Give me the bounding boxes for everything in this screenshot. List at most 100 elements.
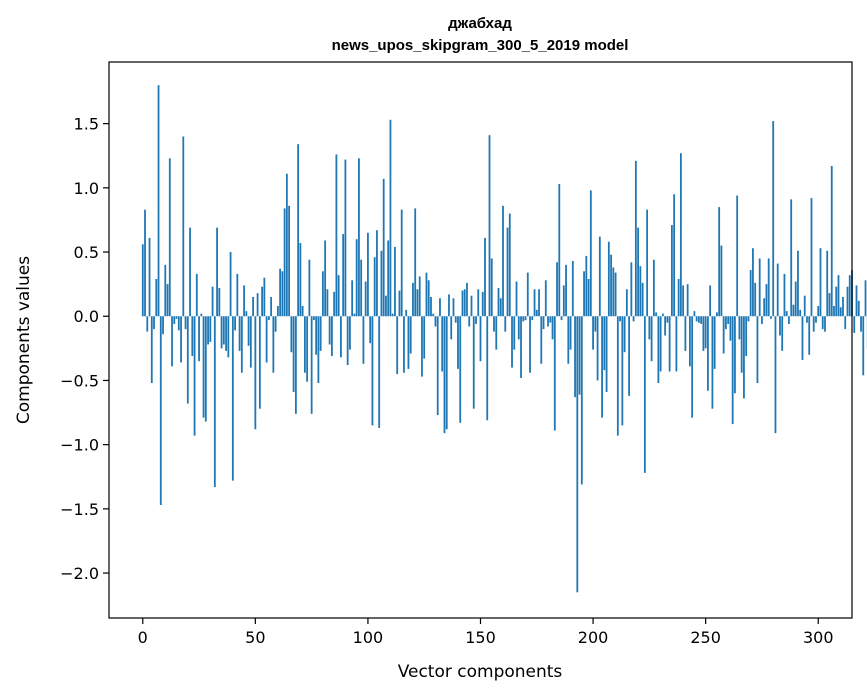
bar-195 xyxy=(580,316,583,485)
bar-36 xyxy=(222,316,225,345)
bar-21 xyxy=(189,227,191,317)
bar-135 xyxy=(445,316,448,430)
bar-128 xyxy=(430,296,432,317)
bar-216 xyxy=(628,316,630,396)
bar-104 xyxy=(376,230,378,317)
bar-112 xyxy=(394,246,396,317)
x-axis: 0 50 100 150 200 250 300 xyxy=(138,618,834,647)
bar-168 xyxy=(520,316,522,378)
bar-277 xyxy=(765,284,768,317)
bar-265 xyxy=(738,316,741,340)
bar-142 xyxy=(461,290,464,317)
bar-233 xyxy=(666,316,669,323)
bar-316 xyxy=(853,316,856,333)
bar-20 xyxy=(186,316,189,404)
bar-254 xyxy=(713,316,716,369)
bar-307 xyxy=(833,305,835,317)
y-tick-label: 1.5 xyxy=(74,115,99,134)
bar-27 xyxy=(202,316,205,418)
bar-184 xyxy=(556,262,558,317)
bar-19 xyxy=(184,316,187,330)
bar-116 xyxy=(403,316,405,373)
bar-69 xyxy=(297,144,300,317)
bar-32 xyxy=(213,316,216,488)
bar-44 xyxy=(240,316,243,373)
bar-98 xyxy=(362,316,365,364)
bar-167 xyxy=(517,316,520,340)
bar-146 xyxy=(470,295,473,317)
bar-226 xyxy=(650,316,653,362)
bar-80 xyxy=(321,271,324,317)
bar-131 xyxy=(436,316,439,416)
bar-64 xyxy=(285,173,288,317)
y-tick-label: −0.5 xyxy=(60,371,99,390)
bar-139 xyxy=(454,316,457,323)
bar-17 xyxy=(180,316,182,363)
bar-30 xyxy=(209,316,212,342)
bar-286 xyxy=(785,311,788,317)
bar-29 xyxy=(207,316,209,345)
bar-130 xyxy=(434,316,437,327)
bar-289 xyxy=(792,304,795,317)
chart-title: джабхад xyxy=(448,15,512,32)
bar-181 xyxy=(549,316,552,323)
bar-273 xyxy=(756,316,759,384)
bar-185 xyxy=(558,183,561,317)
bar-45 xyxy=(243,285,245,317)
bar-204 xyxy=(601,316,603,418)
bar-127 xyxy=(427,280,430,317)
bar-66 xyxy=(290,316,293,353)
bar-4 xyxy=(150,316,153,384)
bar-91 xyxy=(346,316,349,366)
bar-144 xyxy=(466,282,468,317)
bar-243 xyxy=(688,316,691,367)
bar-287 xyxy=(788,316,790,324)
bar-245 xyxy=(693,311,696,317)
bar-250 xyxy=(704,316,707,349)
bar-152 xyxy=(484,237,486,317)
bar-222 xyxy=(641,282,644,317)
bar-240 xyxy=(682,285,685,317)
x-tick-label: 200 xyxy=(578,628,609,647)
bar-209 xyxy=(612,267,615,317)
bar-190 xyxy=(569,316,572,350)
bar-95 xyxy=(355,239,358,317)
bar-188 xyxy=(565,264,567,317)
y-axis: −2.0 −1.5 −1.0 −0.5 0.0 0.5 1.0 1.5 xyxy=(60,115,109,583)
bar-194 xyxy=(578,316,581,395)
bar-94 xyxy=(353,313,356,317)
bar-136 xyxy=(448,294,450,317)
bar-123 xyxy=(418,276,421,317)
bar-215 xyxy=(625,289,628,317)
bar-56 xyxy=(267,316,270,321)
bar-87 xyxy=(337,275,340,317)
bar-47 xyxy=(247,316,250,346)
bar-301 xyxy=(819,248,822,317)
bar-246 xyxy=(695,316,698,322)
bar-255 xyxy=(716,312,718,317)
bar-75 xyxy=(310,316,313,414)
bar-39 xyxy=(229,252,232,317)
bar-1 xyxy=(144,209,146,317)
x-tick-label: 150 xyxy=(465,628,496,647)
bar-296 xyxy=(808,316,811,355)
bar-133 xyxy=(441,316,444,372)
bar-121 xyxy=(414,208,417,317)
bar-270 xyxy=(749,270,752,317)
bar-165 xyxy=(513,316,516,350)
bar-221 xyxy=(639,266,642,317)
bar-319 xyxy=(860,316,862,332)
bar-244 xyxy=(691,316,694,418)
bar-192 xyxy=(574,316,576,398)
bar-115 xyxy=(400,209,403,317)
bar-67 xyxy=(292,316,295,392)
bar-88 xyxy=(340,316,342,358)
bar-310 xyxy=(839,307,842,317)
bar-108 xyxy=(385,295,387,317)
bar-251 xyxy=(707,316,709,391)
bar-31 xyxy=(211,286,214,317)
bar-291 xyxy=(797,250,799,317)
bar-33 xyxy=(216,227,218,317)
bar-166 xyxy=(515,281,518,317)
bar-228 xyxy=(655,312,658,317)
